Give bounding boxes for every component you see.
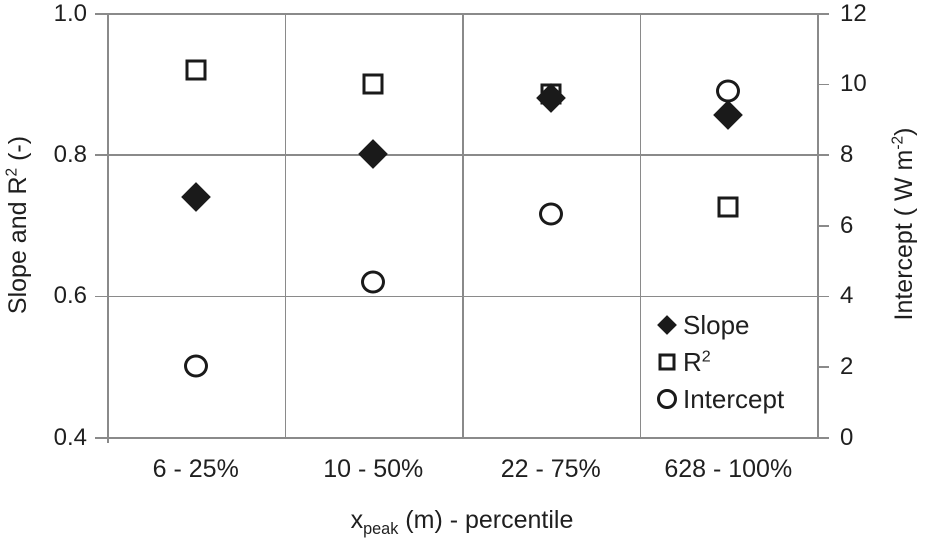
left-y-axis-title: Slope and R2 (-) xyxy=(3,75,33,375)
x-axis-title: xpeak (m) - percentile xyxy=(262,505,662,538)
right-axis-tick-label: 10 xyxy=(840,70,867,98)
left-y-axis-title-units: (-) xyxy=(4,135,32,168)
x-category-label: 22 - 75% xyxy=(500,455,601,483)
left-axis-tick-label: 0.4 xyxy=(53,423,87,451)
right-y-axis-title: Intercept ( W m-2) xyxy=(889,74,919,374)
left-y-axis-title-text: Slope and R xyxy=(4,176,32,315)
marker-intercept-0 xyxy=(183,354,208,378)
gridline xyxy=(107,295,817,298)
marker-r2-0 xyxy=(185,59,207,81)
left-axis-tick xyxy=(95,13,107,15)
right-axis-tick xyxy=(817,295,829,298)
left-axis-tick-label: 0.6 xyxy=(53,282,87,310)
left-axis-tick-label: 0.8 xyxy=(53,140,87,168)
right-axis-tick-label: 8 xyxy=(840,140,854,168)
right-axis-tick-label: 6 xyxy=(840,211,854,239)
right-y-axis-title-units: ) xyxy=(890,127,918,136)
right-axis-tick xyxy=(817,366,829,368)
right-axis-tick-label: 4 xyxy=(840,282,854,310)
marker-intercept-1 xyxy=(361,270,386,294)
left-axis-tick xyxy=(95,154,107,156)
x-category-label: 10 - 50% xyxy=(323,455,424,483)
right-axis-tick xyxy=(817,225,829,227)
marker-slope-0 xyxy=(180,181,211,212)
x-category-label: 628 - 100% xyxy=(664,455,793,483)
x-axis-title-subscript: peak xyxy=(363,520,399,538)
legend-label-intercept: Intercept xyxy=(683,384,785,414)
x-axis-line xyxy=(107,437,817,439)
left-y-axis-title-superscript: 2 xyxy=(3,167,21,177)
right-axis-tick-label: 12 xyxy=(840,0,867,27)
left-y-axis-line xyxy=(107,13,109,443)
left-axis-tick xyxy=(95,295,107,298)
marker-slope-1 xyxy=(358,139,389,170)
left-axis-tick-label: 1.0 xyxy=(53,0,87,27)
x-axis-title-units: (m) - percentile xyxy=(398,506,574,534)
right-y-axis-title-superscript: -2 xyxy=(889,135,907,150)
legend-marker-intercept-icon xyxy=(657,389,677,409)
right-axis-tick-label: 2 xyxy=(840,352,854,380)
marker-r2-3 xyxy=(717,196,739,218)
category-separator-line xyxy=(462,13,464,437)
x-axis-title-text: x xyxy=(350,506,364,534)
marker-intercept-2 xyxy=(538,202,563,226)
right-axis-tick xyxy=(817,83,829,86)
marker-slope-3 xyxy=(713,100,744,131)
right-y-axis-title-text: Intercept ( W m xyxy=(890,149,918,321)
right-axis-tick xyxy=(817,154,829,156)
x-category-label: 6 - 25% xyxy=(152,455,239,483)
legend-marker-r2-icon xyxy=(658,353,676,371)
right-axis-tick-label: 0 xyxy=(840,423,854,451)
category-separator-line xyxy=(639,13,641,437)
marker-intercept-3 xyxy=(716,79,741,103)
right-axis-tick xyxy=(817,13,829,15)
marker-r2-1 xyxy=(362,73,384,95)
right-axis-tick xyxy=(817,437,829,439)
legend-label-slope: Slope xyxy=(683,310,750,340)
legend-label-r2: R2 xyxy=(683,347,711,377)
left-axis-tick xyxy=(95,437,107,439)
legend-marker-slope-icon xyxy=(657,315,677,335)
gridline xyxy=(107,154,817,156)
category-separator-line xyxy=(284,13,286,437)
